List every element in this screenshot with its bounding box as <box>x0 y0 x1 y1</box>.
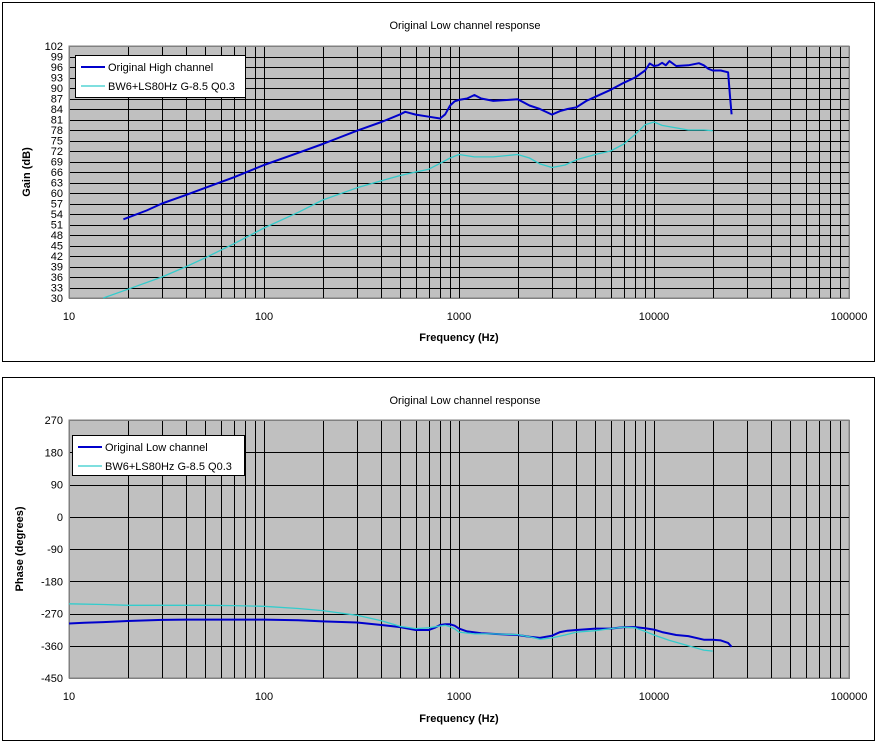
x-tick-label: 100 <box>255 311 273 323</box>
phase-chart: Original Low channel response -450 -360 -27… <box>14 395 868 725</box>
y-tick-label: 0 <box>57 512 63 524</box>
legend-box <box>72 435 245 476</box>
x-tick-label: 1000 <box>447 691 471 703</box>
x-tick-label: 10000 <box>639 311 670 323</box>
gain-chart: Original Low channel response30333639424… <box>21 20 868 344</box>
y-tick-label: 87 <box>51 94 63 106</box>
y-tick-label: 30 <box>51 293 63 305</box>
y-tick-label: -90 <box>47 544 63 556</box>
y-tick-label: 42 <box>51 251 63 263</box>
y-tick-label: 90 <box>51 480 63 492</box>
plot-border <box>69 420 850 679</box>
y-tick-label: 45 <box>51 241 63 253</box>
x-tick-label: 10000 <box>639 691 670 703</box>
y-tick-label: -180 <box>41 576 63 588</box>
x-tick-label: 100 <box>255 691 273 703</box>
y-tick-label: 180 <box>45 447 63 459</box>
y-tick-label: 99 <box>51 52 63 64</box>
x-tick-label: 100000 <box>831 691 868 703</box>
y-tick-label: 39 <box>51 262 63 274</box>
y-tick-label: 72 <box>51 146 63 158</box>
y-tick-label: 66 <box>51 167 63 179</box>
y-tick-label: 48 <box>51 230 63 242</box>
y-tick-label: 54 <box>51 209 63 221</box>
y-axis-label: Gain (dB) <box>21 147 33 197</box>
x-tick-label: 100000 <box>831 311 868 323</box>
y-tick-label: 102 <box>45 41 63 53</box>
gain-chart-panel: Original Low channel response 30 33 36 39 42 4… <box>2 2 875 362</box>
y-tick-label: 84 <box>51 104 63 116</box>
y-tick-label: -270 <box>41 609 63 621</box>
y-axis-label: Phase (degrees) <box>14 506 26 591</box>
y-tick-label: -360 <box>41 641 63 653</box>
series-line-simulated <box>103 121 713 299</box>
x-tick-label: 10 <box>63 691 75 703</box>
y-tick-label: 60 <box>51 188 63 200</box>
y-tick-label: -450 <box>41 673 63 685</box>
legend-box <box>75 55 246 98</box>
series-line-original <box>68 618 733 648</box>
chart-title: Original Low channel response <box>389 20 540 32</box>
legend-entry: Original High channel <box>108 62 213 74</box>
x-tick-label: 10 <box>63 311 75 323</box>
y-tick-label: 63 <box>51 178 63 190</box>
series-line-original <box>123 60 733 221</box>
y-tick-label: 36 <box>51 272 63 284</box>
y-tick-label: 78 <box>51 125 63 137</box>
phase-chart-panel: Original Low channel response -450 -360 -27… <box>2 377 875 741</box>
legend-entry: Original Low channel <box>105 442 208 454</box>
x-tick-label: 1000 <box>447 311 471 323</box>
y-tick-label: 51 <box>51 220 63 232</box>
legend-entry: BW6+LS80Hz G-8.5 Q0.3 <box>105 461 232 473</box>
plot-border <box>69 46 850 299</box>
sheet-gap <box>0 363 880 375</box>
series-line-simulated <box>68 603 713 652</box>
y-tick-label: 69 <box>51 157 63 169</box>
y-tick-label: 93 <box>51 73 63 85</box>
y-tick-label: 75 <box>51 136 63 148</box>
chart-title: Original Low channel response <box>389 395 540 407</box>
x-axis-label: Frequency (Hz) <box>419 713 499 725</box>
y-tick-label: 81 <box>51 115 63 127</box>
y-tick-label: 96 <box>51 62 63 74</box>
y-tick-label: 33 <box>51 283 63 295</box>
x-axis-label: Frequency (Hz) <box>419 332 499 344</box>
y-tick-label: 270 <box>45 415 63 427</box>
y-tick-label: 57 <box>51 199 63 211</box>
y-tick-label: 90 <box>51 83 63 95</box>
legend-entry: BW6+LS80Hz G-8.5 Q0.3 <box>108 81 235 93</box>
